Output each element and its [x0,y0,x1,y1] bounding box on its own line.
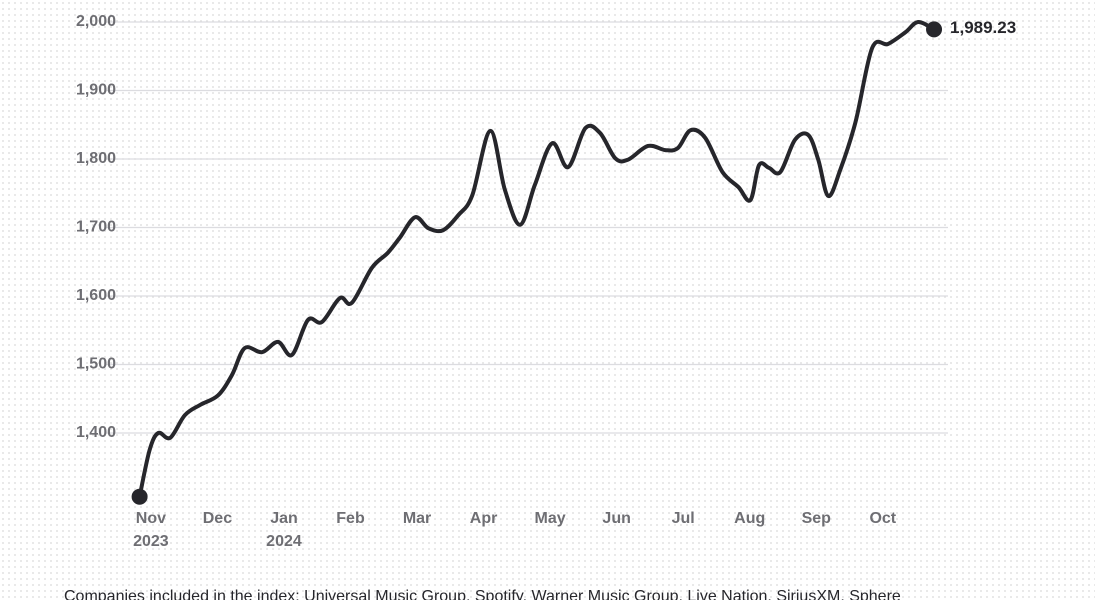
x-tick-label: Mar [403,510,431,527]
x-tick-label: Jul [672,510,695,527]
x-tick-label: May [535,510,566,527]
end-point [926,21,943,38]
x-tick-label: Feb [336,510,365,527]
x-tick-label: Dec [203,510,232,527]
x-tick-label: Jan [270,510,298,527]
x-tick-label: Nov [136,510,166,527]
y-tick-label: 1,800 [76,150,116,167]
value-label: 1,989.23 [950,18,1016,37]
y-tick-label: 1,700 [76,219,116,236]
x-tick-label: Jun [602,510,630,527]
note: Companies included in the index: Univers… [64,588,901,600]
x-tick-label: Oct [869,510,896,527]
end-point [131,488,148,505]
y-tick-label: 2,000 [76,13,116,30]
y-tick-label: 1,600 [76,287,116,304]
x-tick-label: Aug [734,510,765,527]
y-tick-label: 1,900 [76,82,116,99]
x-tick-label: Sep [802,510,832,527]
line [137,20,935,498]
x-tick-label: Apr [470,510,498,527]
x-tick-sublabel: 2023 [133,533,169,550]
x-tick-sublabel: 2024 [266,533,302,550]
y-tick-label: 1,500 [76,356,116,373]
y-tick-label: 1,400 [76,424,116,441]
